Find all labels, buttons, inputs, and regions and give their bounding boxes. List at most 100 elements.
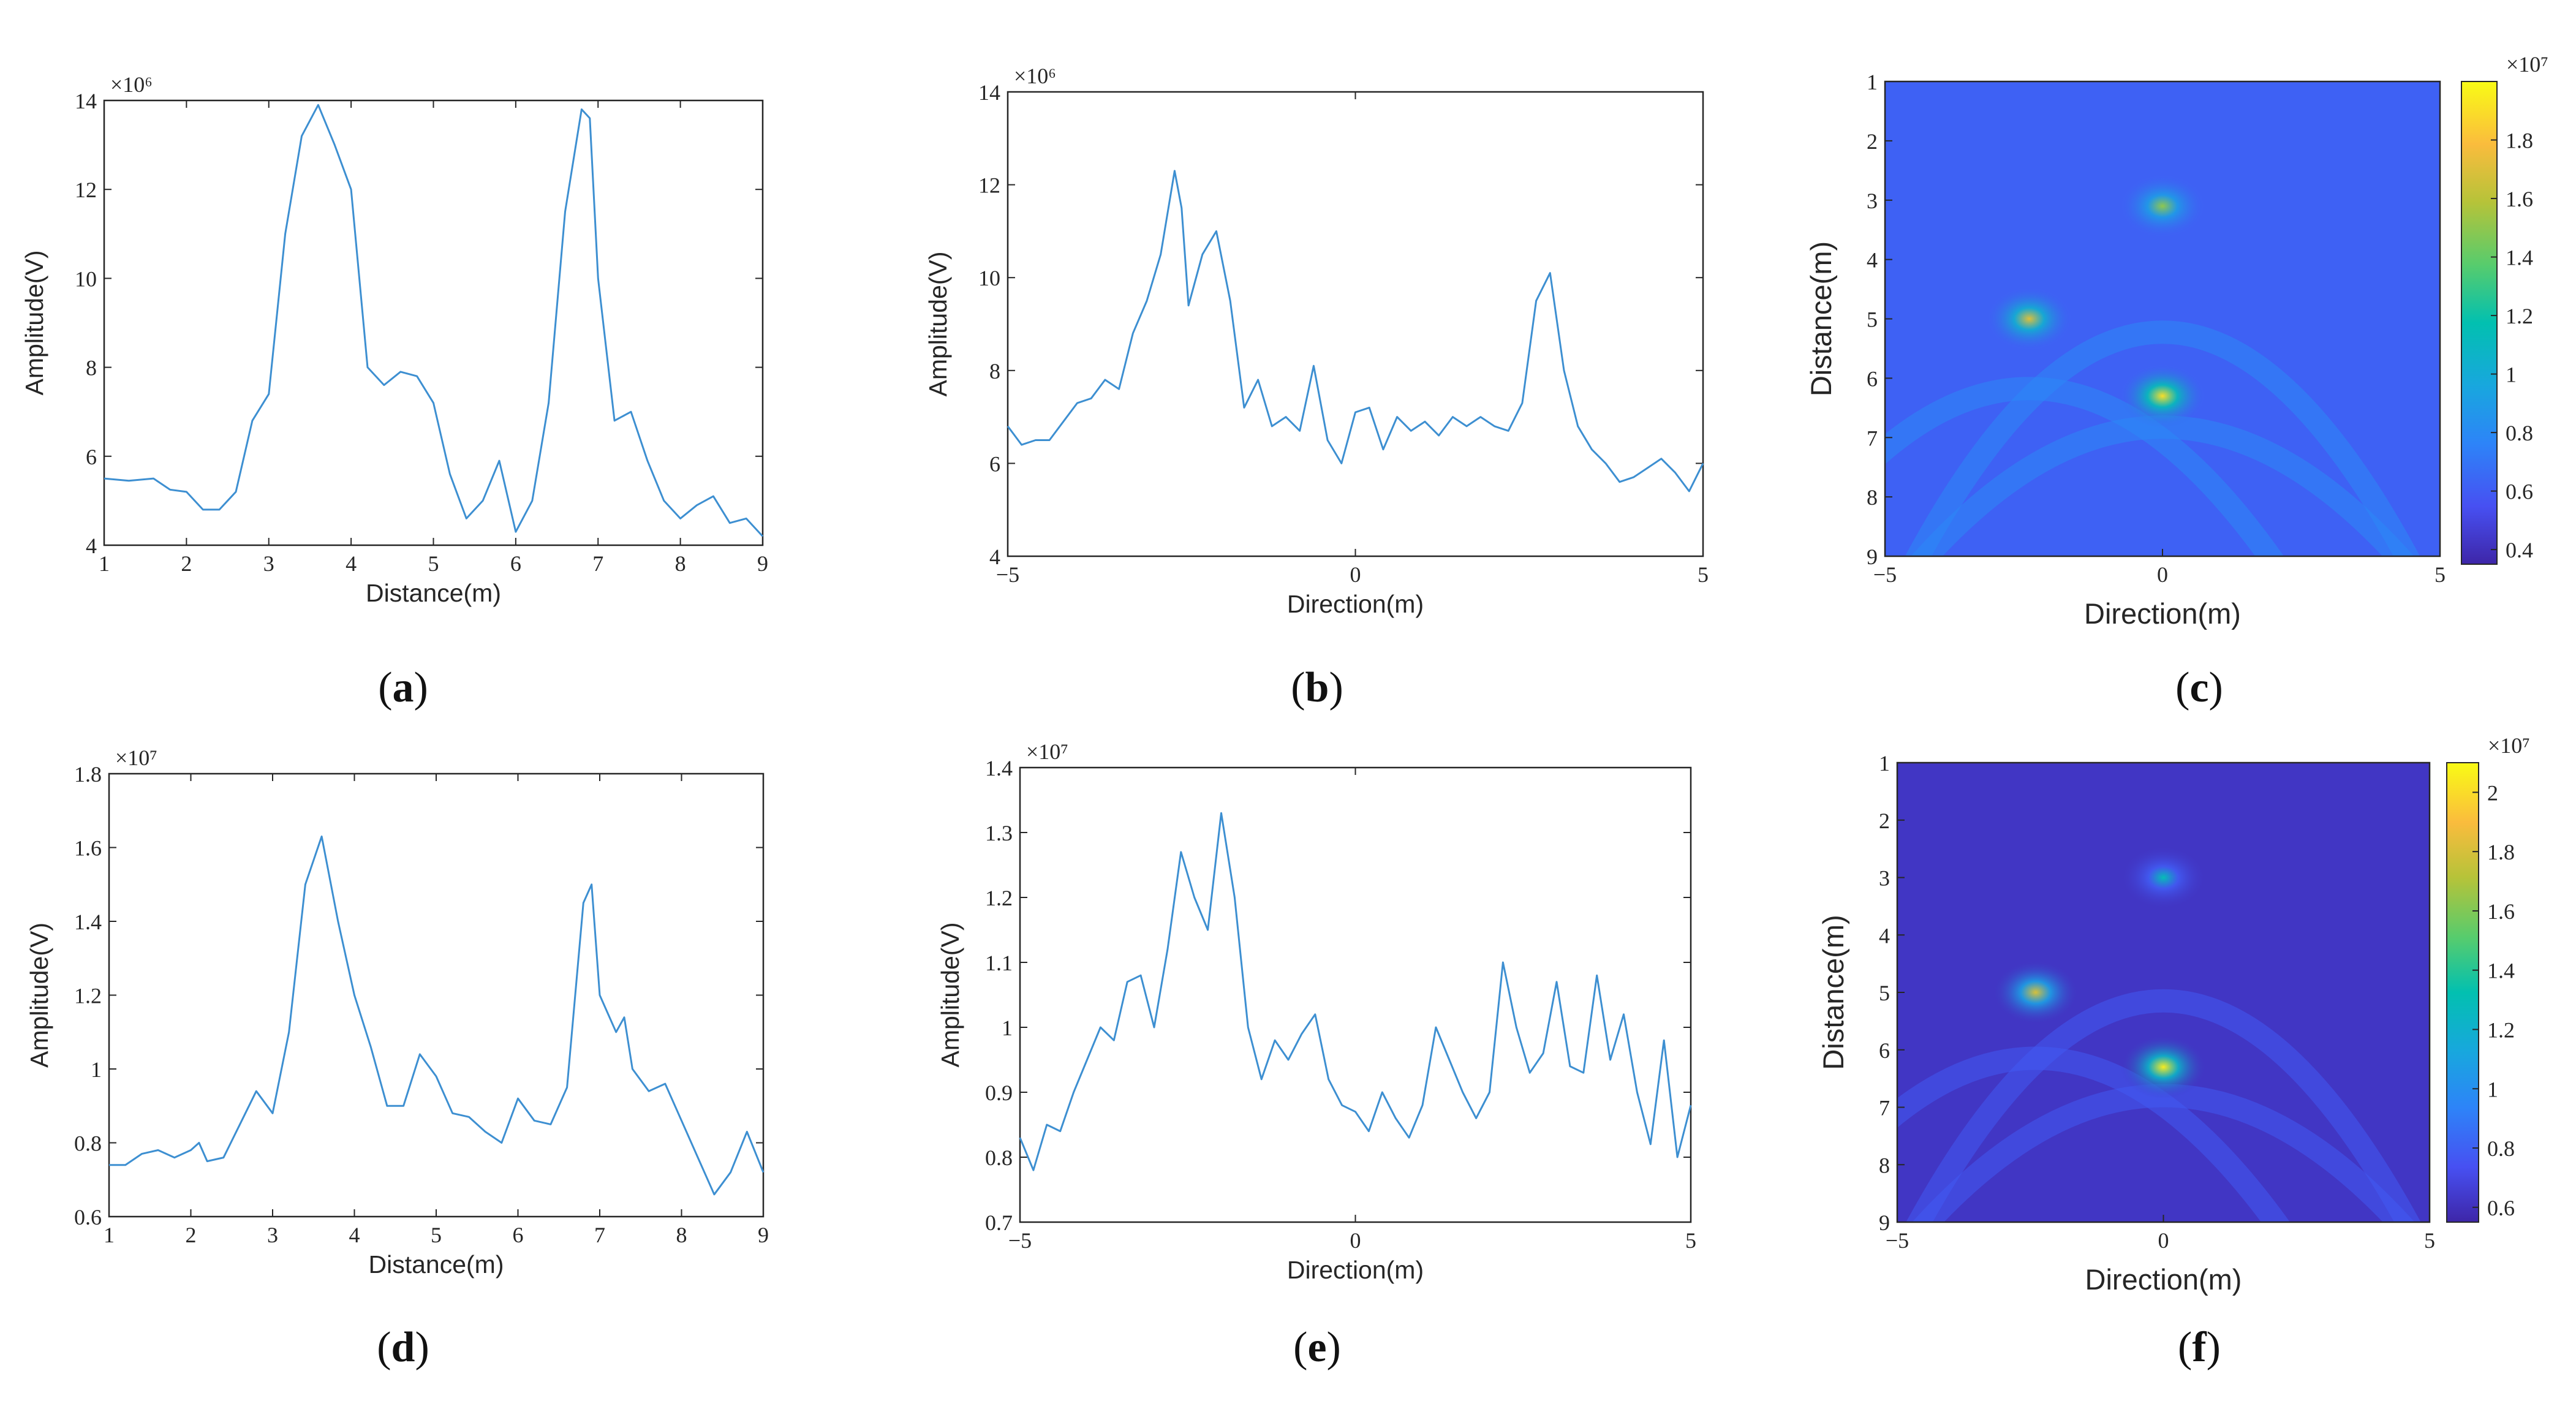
- y-tick-label: 12: [75, 178, 97, 202]
- colorbar-tick-label: 1.4: [2506, 246, 2533, 270]
- x-tick-label: 5: [1698, 562, 1709, 587]
- colorbar-exponent-label: ×10⁷: [2488, 733, 2530, 758]
- x-axis-label: Direction(m): [2084, 597, 2241, 630]
- y-exponent-label: ×10⁷: [115, 746, 157, 770]
- y-tick-label: 1: [91, 1057, 102, 1082]
- x-tick-label: 9: [757, 551, 768, 576]
- y-axis-label: Distance(m): [1805, 241, 1837, 396]
- hotspot: [2120, 845, 2207, 910]
- colorbar-tick-label: 0.6: [2506, 480, 2533, 504]
- y-axis-label: Amplitude(V): [936, 923, 964, 1068]
- x-axis-label: Direction(m): [1287, 590, 1424, 618]
- x-tick-label: 4: [346, 551, 357, 576]
- x-tick-label: 7: [592, 551, 603, 576]
- hotspot: [1992, 961, 2079, 1024]
- y-axis-label: Amplitude(V): [924, 252, 952, 397]
- y-tick-label: 14: [75, 89, 97, 113]
- colorbar-gradient: [2446, 762, 2479, 1223]
- x-tick-label: −5: [1886, 1228, 1909, 1253]
- y-tick-label: 1: [1867, 70, 1878, 94]
- x-axis-label: Distance(m): [369, 1250, 504, 1278]
- colorbar-tick-label: 1.2: [2487, 1018, 2515, 1042]
- panel-label-c: (c): [2175, 664, 2223, 711]
- y-tick-label: 9: [1879, 1210, 1890, 1235]
- y-tick-label: 7: [1867, 426, 1878, 450]
- panel-label-f: (f): [2178, 1324, 2221, 1371]
- y-tick-label: 9: [1867, 545, 1878, 569]
- x-tick-label: 1: [99, 551, 110, 576]
- y-tick-label: 8: [1867, 485, 1878, 510]
- x-tick-label: 2: [181, 551, 192, 576]
- x-tick-label: 5: [428, 551, 439, 576]
- y-tick-label: 1.3: [985, 821, 1013, 845]
- y-tick-label: 10: [978, 266, 1000, 290]
- y-tick-label: 3: [1879, 866, 1890, 891]
- hotspot: [2120, 1035, 2207, 1099]
- y-tick-label: 4: [1879, 923, 1890, 948]
- y-exponent-label: ×10⁶: [110, 72, 153, 97]
- y-tick-label: 0.8: [985, 1146, 1013, 1170]
- y-tick-label: 2: [1879, 809, 1890, 833]
- y-tick-label: 0.8: [74, 1131, 102, 1156]
- y-tick-label: 4: [1867, 248, 1878, 273]
- series-line: [109, 835, 765, 1196]
- x-tick-label: 5: [1685, 1228, 1696, 1253]
- y-tick-label: 5: [1879, 981, 1890, 1005]
- hotspot-arc: [1885, 377, 2284, 556]
- chart-panel-e: −5 0 5 0.7 0.8 0.9 1 1.1 1.2 1.3 1.4 Direction(m) Am…: [936, 739, 1696, 1284]
- y-tick-label: 1: [1879, 751, 1890, 776]
- x-tick-label: 8: [675, 551, 686, 576]
- hotspot-arc: [1905, 320, 2420, 556]
- chart-panel-a: 1 2 3 4 5 6 7 8 9468101214Distance(m)Amplitude(V…: [20, 72, 768, 607]
- colorbar-tick-label: 1: [2506, 363, 2517, 387]
- colorbar-tick-label: 0.8: [2487, 1136, 2515, 1161]
- series-line: [1007, 170, 1704, 493]
- x-tick-label: 6: [510, 551, 521, 576]
- colorbar: 0.4 0.6 0.8 1 1.2 1.4 1.6 1.8 ×10⁷: [2461, 52, 2548, 565]
- y-tick-label: 8: [989, 359, 1000, 383]
- plot-frame: [103, 99, 764, 546]
- x-tick-label: −5: [1873, 562, 1897, 587]
- chart-panel-b: −5 0 5 4 6 8 10 12 14 Direction(m) Amplitude(V) ×10…: [924, 64, 1709, 618]
- chart-panel-d: 1 2 3 4 5 6 7 8 9 0.6 0.8 1 1.2 1.4 1.6 1.8 Distance(m) A…: [25, 746, 769, 1278]
- heatmap-cells: [1885, 174, 2420, 556]
- y-tick-label: 0.9: [985, 1081, 1013, 1105]
- y-exponent-label: ×10⁶: [1014, 64, 1056, 88]
- plot-area: [1020, 768, 1691, 1222]
- x-tick-label: 0: [2157, 562, 2168, 587]
- y-tick-label: 6: [1879, 1038, 1890, 1063]
- x-tick-label: 9: [758, 1223, 769, 1247]
- x-tick-label: 4: [349, 1223, 360, 1247]
- hotspot-arc: [1897, 1046, 2291, 1222]
- y-tick-label: 5: [1867, 308, 1878, 332]
- colorbar-tick-label: 1.2: [2506, 304, 2533, 328]
- y-tick-label: 2: [1867, 129, 1878, 154]
- y-tick-label: 8: [1879, 1153, 1890, 1177]
- series-line: [104, 104, 764, 537]
- plot-frame: [1884, 80, 2441, 557]
- y-tick-label: 10: [75, 266, 97, 291]
- x-tick-label: 0: [2158, 1228, 2169, 1253]
- hotspot: [2120, 174, 2205, 238]
- x-axis-label: Direction(m): [1287, 1256, 1424, 1284]
- panel-label-b: (b): [1291, 664, 1343, 711]
- y-tick-label: 6: [1867, 366, 1878, 391]
- y-exponent-label: ×10⁷: [1026, 739, 1068, 764]
- chart-panel-c: −5 0 5123456789Direction(m)Distance(m)0.40…: [1805, 52, 2548, 630]
- plot-frame: [108, 772, 765, 1218]
- x-tick-label: 7: [594, 1223, 605, 1247]
- heatmap-cells: [1897, 845, 2421, 1222]
- x-tick-label: 5: [431, 1223, 442, 1247]
- x-axis-label: Direction(m): [2085, 1263, 2242, 1296]
- y-tick-label: 7: [1879, 1096, 1890, 1120]
- plot-frame: [1007, 91, 1704, 557]
- x-tick-label: −5: [996, 562, 1019, 587]
- x-tick-label: 0: [1350, 562, 1361, 587]
- colorbar-tick-label: 0.8: [2506, 421, 2533, 445]
- plot-frame: [1019, 766, 1692, 1223]
- colorbar: 0.6 0.8 1 1.2 1.4 1.6 1.8 2 ×10⁷: [2446, 733, 2530, 1223]
- hotspot-arc: [1906, 989, 2421, 1222]
- x-tick-label: 3: [263, 551, 274, 576]
- x-tick-label: 5: [2434, 562, 2446, 587]
